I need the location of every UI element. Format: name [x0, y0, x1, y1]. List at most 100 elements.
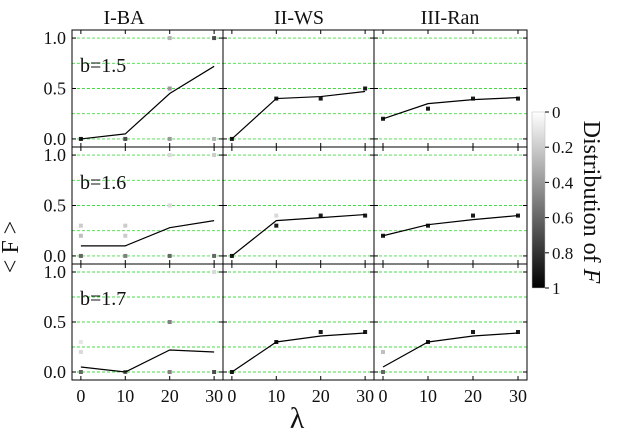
- distribution-point: [123, 136, 128, 141]
- colorbar-gradient: [531, 111, 546, 289]
- y-tick-label: 0.5: [44, 312, 67, 332]
- y-tick-label: 1.0: [44, 145, 67, 165]
- distribution-point: [78, 253, 83, 258]
- distribution-point: [381, 350, 385, 354]
- y-tick-label: 0.5: [44, 79, 67, 99]
- colorbar-title: Distribution of F: [578, 121, 604, 284]
- series-r2-c1: [78, 153, 217, 258]
- series-r3-c3: [381, 330, 520, 374]
- distribution-point: [167, 153, 172, 158]
- colorbar-tick-label: 0.4: [552, 173, 574, 192]
- mean-line: [382, 96, 519, 120]
- series-r1-c2: [229, 86, 368, 141]
- distribution-point: [167, 370, 172, 374]
- distribution-point: [426, 106, 430, 111]
- x-tick-label: 10: [419, 386, 437, 406]
- colorbar-title-text: Distribution of: [578, 121, 604, 269]
- distribution-point: [167, 253, 172, 258]
- mean-line: [382, 332, 519, 368]
- distribution-point: [426, 223, 430, 228]
- x-tick-label: 30: [509, 386, 527, 406]
- distribution-point: [123, 233, 128, 238]
- panel-r1-c3: [374, 37, 527, 140]
- row-label-1: b=1.5: [80, 55, 126, 77]
- panel-r3-c2: [223, 271, 374, 373]
- panel-r2-c3: [374, 154, 527, 257]
- colorbar-tick-label: 1: [552, 279, 561, 298]
- y-tick-label: 0.5: [44, 196, 67, 216]
- series-r2-c3: [381, 213, 520, 238]
- x-tick-label: 0: [76, 386, 85, 406]
- distribution-point: [212, 370, 217, 374]
- distribution-point: [78, 223, 83, 228]
- panel-r2-c1: [72, 154, 223, 257]
- x-axis-label: λ: [290, 402, 305, 435]
- row-label-2: b=1.6: [80, 172, 126, 194]
- distribution-point: [212, 36, 217, 41]
- distribution-point: [363, 86, 368, 91]
- mean-line: [80, 65, 215, 140]
- panel-r2-c2: [223, 154, 374, 257]
- distribution-point: [167, 320, 172, 324]
- distribution-point: [318, 330, 323, 334]
- y-tick-label: 0.0: [44, 246, 67, 266]
- row-label-3: b=1.7: [80, 288, 126, 310]
- series-r2-c2: [229, 213, 368, 258]
- distribution-point: [123, 223, 128, 228]
- panel-r3-c1: [72, 271, 223, 373]
- distribution-point: [274, 223, 279, 228]
- distribution-point: [363, 213, 368, 218]
- distribution-point: [212, 136, 217, 141]
- distribution-point: [363, 330, 368, 334]
- labels-layer: I-BA II-WS III-Ran b=1.5 b=1.6 b=1.7 λ <…: [0, 7, 479, 435]
- y-tick-label: 0.0: [44, 129, 67, 149]
- x-tick-label: 30: [356, 386, 374, 406]
- column-title-1: I-BA: [103, 7, 145, 29]
- y-tick-label: 1.0: [44, 28, 67, 48]
- distribution-point: [212, 253, 217, 258]
- y-tick-label: 0.0: [44, 362, 67, 382]
- x-tick-label: 30: [205, 386, 223, 406]
- distribution-point: [471, 330, 475, 334]
- x-tick-label: 20: [312, 386, 330, 406]
- panel-r1-c1: [72, 37, 223, 140]
- distribution-point: [212, 153, 217, 158]
- distribution-point: [381, 370, 385, 374]
- x-tick-label: 20: [161, 386, 179, 406]
- colorbar-title-variable: F: [578, 268, 604, 284]
- panel-r1-c2: [223, 37, 374, 140]
- distribution-point: [274, 213, 279, 218]
- mean-line: [231, 90, 366, 140]
- distribution-point: [167, 136, 172, 141]
- colorbar: Distribution of F 0 0.2 0.4 0.6 0.8 1: [531, 103, 604, 298]
- colorbar-tick-label: 0.6: [552, 209, 573, 228]
- column-title-2: II-WS: [274, 7, 324, 29]
- distribution-point: [318, 213, 323, 218]
- y-tick-label: 1.0: [44, 262, 67, 282]
- mean-line: [80, 220, 215, 247]
- x-tick-label: 10: [267, 386, 285, 406]
- distribution-point: [318, 96, 323, 101]
- series-r3-c2: [229, 330, 368, 374]
- x-tick-label: 20: [464, 386, 482, 406]
- distribution-point: [78, 370, 83, 374]
- column-title-3: III-Ran: [421, 7, 480, 29]
- colorbar-tick-label: 0: [552, 103, 561, 122]
- distribution-point: [516, 330, 520, 334]
- mean-line: [80, 349, 215, 373]
- distribution-point: [167, 203, 172, 208]
- distribution-point: [212, 270, 217, 274]
- mean-line: [231, 332, 366, 373]
- colorbar-tick-label: 0.8: [552, 244, 573, 263]
- distribution-point: [167, 86, 172, 91]
- colorbar-tick-label: 0.2: [552, 138, 573, 157]
- x-tick-label: 0: [227, 386, 236, 406]
- distribution-point: [78, 340, 83, 344]
- distribution-point: [516, 96, 520, 101]
- y-axis-label: < F >: [0, 221, 24, 273]
- panels-layer: 0.00.51.00.00.51.00.00.51.00 10 20 30 0 10 20 3…: [44, 28, 528, 406]
- x-tick-label: 10: [116, 386, 134, 406]
- mean-line: [382, 214, 519, 237]
- mean-line: [231, 213, 366, 257]
